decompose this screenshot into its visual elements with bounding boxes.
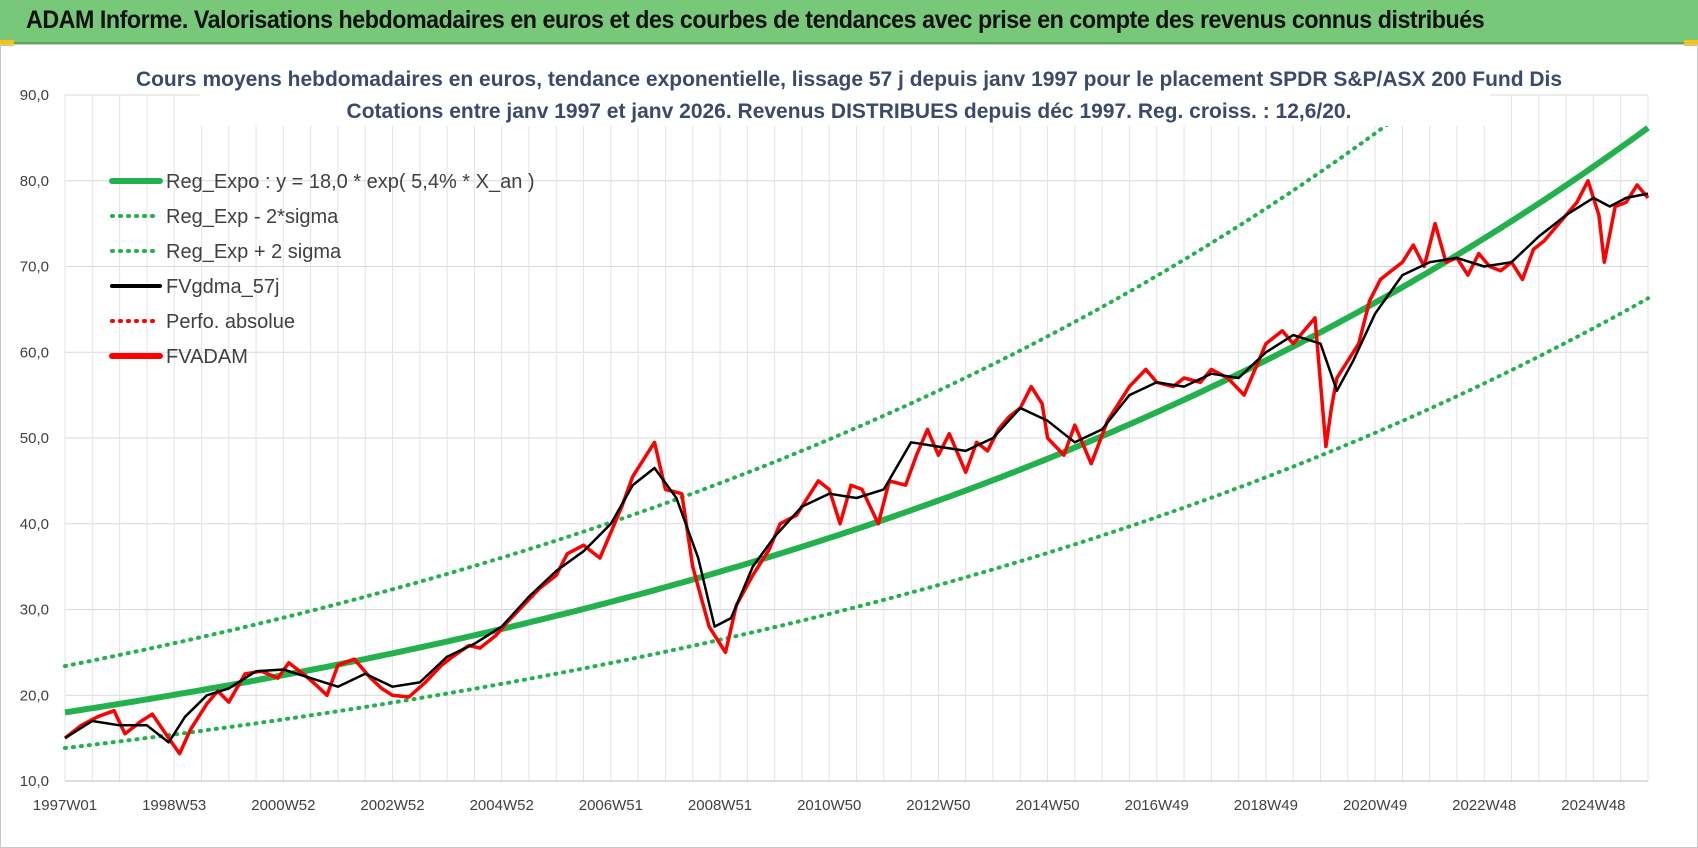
trend-lower-line <box>63 296 1650 750</box>
x-tick-label: 2024W48 <box>1561 797 1625 814</box>
chart-title-line: Cours moyens hebdomadaires en euros, ten… <box>136 68 1562 91</box>
chart: 10,0 20,0 30,0 40,0 50,0 60,0 70,0 80,0 90,0 1997… <box>20 60 1650 814</box>
legend-label: Reg_Expo : y = 18,0 * exp( 5,4% * X_an ) <box>166 171 535 193</box>
header-banner: ADAM Informe. Valorisations hebdomadaire… <box>0 0 1698 44</box>
chart-title-line: Cotations entre janv 1997 et janv 2026. … <box>347 100 1352 123</box>
y-tick-label: 80,0 <box>20 173 49 190</box>
y-tick-label: 60,0 <box>20 344 49 361</box>
corner-mark-right <box>1684 40 1698 46</box>
fvadam-line <box>63 179 1650 756</box>
axis-ticks: 10,0 20,0 30,0 40,0 50,0 60,0 70,0 80,0 90,0 1997… <box>20 87 1626 814</box>
x-tick-label: 2018W49 <box>1234 797 1298 814</box>
legend: Reg_Expo : y = 18,0 * exp( 5,4% * X_an )… <box>109 171 535 368</box>
y-tick-label: 40,0 <box>20 516 49 533</box>
y-tick-label: 90,0 <box>20 87 49 104</box>
title-backing <box>200 60 1490 126</box>
trend-upper-line <box>63 77 1450 669</box>
x-tick-label: 2002W52 <box>360 797 424 814</box>
legend-label: Perfo. absolue <box>166 311 295 333</box>
legend-label: Reg_Exp - 2*sigma <box>166 206 339 228</box>
x-tick-label: 2012W50 <box>906 797 970 814</box>
header-title: ADAM Informe. Valorisations hebdomadaire… <box>26 6 1485 34</box>
x-tick-label: 1997W01 <box>33 797 97 814</box>
x-tick-label: 2006W51 <box>579 797 643 814</box>
legend-label: FVADAM <box>166 346 248 368</box>
x-tick-label: 2016W49 <box>1125 797 1189 814</box>
legend-label: Reg_Exp + 2 sigma <box>166 241 342 263</box>
y-tick-label: 10,0 <box>20 773 49 790</box>
x-tick-label: 2010W50 <box>797 797 861 814</box>
fvgdma-line <box>64 192 1649 744</box>
x-tick-label: 2008W51 <box>688 797 752 814</box>
x-tick-label: 2022W48 <box>1452 797 1516 814</box>
x-tick-label: 1998W53 <box>142 797 206 814</box>
y-tick-label: 70,0 <box>20 259 49 276</box>
y-tick-label: 30,0 <box>20 602 49 619</box>
chart-title: Cours moyens hebdomadaires en euros, ten… <box>136 60 1562 126</box>
legend-label: FVgdma_57j <box>166 276 279 298</box>
trend-line <box>64 125 1650 716</box>
curves <box>63 77 1650 756</box>
x-tick-label: 2014W50 <box>1015 797 1079 814</box>
y-tick-label: 50,0 <box>20 430 49 447</box>
x-tick-label: 2020W49 <box>1343 797 1407 814</box>
x-tick-label: 2000W52 <box>251 797 315 814</box>
grid <box>64 94 1649 782</box>
y-tick-label: 20,0 <box>20 687 49 704</box>
x-tick-label: 2004W52 <box>470 797 534 814</box>
corner-mark-left <box>0 40 14 46</box>
